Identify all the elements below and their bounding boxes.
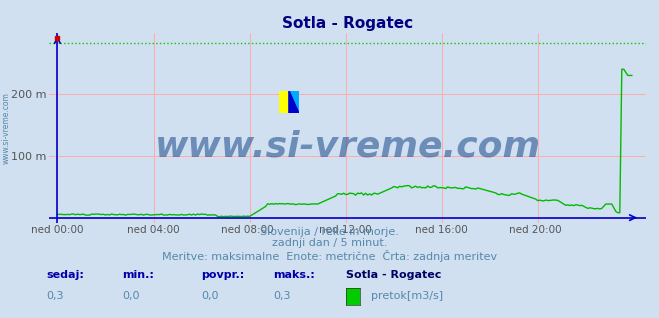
Text: Sotla - Rogatec: Sotla - Rogatec [346, 270, 442, 280]
Text: Meritve: maksimalne  Enote: metrične  Črta: zadnja meritev: Meritve: maksimalne Enote: metrične Črta… [162, 250, 497, 262]
Text: 0,3: 0,3 [46, 291, 64, 301]
Title: Sotla - Rogatec: Sotla - Rogatec [282, 16, 413, 31]
Text: www.si-vreme.com: www.si-vreme.com [155, 130, 540, 164]
Polygon shape [289, 91, 299, 113]
Text: zadnji dan / 5 minut.: zadnji dan / 5 minut. [272, 238, 387, 248]
Text: 0,0: 0,0 [122, 291, 140, 301]
Text: maks.:: maks.: [273, 270, 315, 280]
Polygon shape [279, 91, 289, 113]
Text: povpr.:: povpr.: [201, 270, 244, 280]
Text: pretok[m3/s]: pretok[m3/s] [371, 291, 443, 301]
Text: Slovenija / reke in morje.: Slovenija / reke in morje. [260, 227, 399, 237]
Text: 0,3: 0,3 [273, 291, 291, 301]
Text: www.si-vreme.com: www.si-vreme.com [2, 92, 11, 164]
Text: min.:: min.: [122, 270, 154, 280]
Polygon shape [289, 91, 299, 113]
Text: sedaj:: sedaj: [46, 270, 84, 280]
Text: 0,0: 0,0 [201, 291, 219, 301]
